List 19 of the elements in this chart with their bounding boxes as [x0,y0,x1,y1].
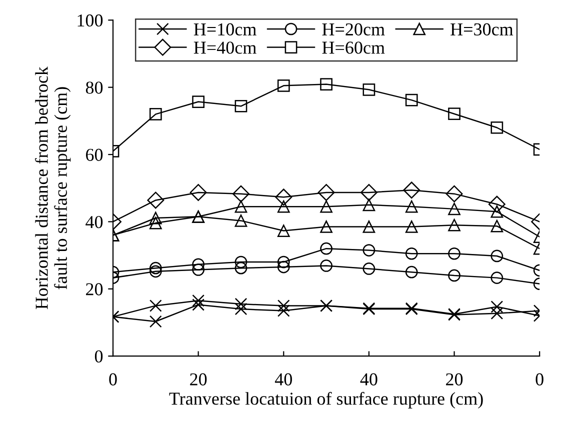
y-tick-label: 40 [86,216,103,228]
y-tick-label: 100 [78,14,103,27]
x-tick-label: 20 [446,373,463,386]
legend-label: H=30cm [450,23,514,36]
legend-label: H=10cm [194,23,256,36]
x-tick-label: 40 [360,373,378,386]
x-axis-title: Tranverse locatuion of surface rupture (cm) [169,392,483,408]
y-axis-title: Horizontal distance from bedrock fault to surface rupture (cm) [34,66,71,310]
legend-label: H=40cm [194,42,256,54]
legend-label: H=20cm [322,23,385,36]
x-tick-label: 20 [190,373,207,386]
x-tick-label: 0 [536,373,544,386]
y-tick-label: 80 [86,82,103,94]
y-tick-label: 20 [86,283,103,296]
y-tick-label: 60 [86,148,103,161]
x-tick-label: 40 [274,373,292,386]
x-tick-label: 0 [109,373,117,386]
y-tick-label: 0 [94,350,103,363]
legend-label: H=60cm [322,42,385,54]
